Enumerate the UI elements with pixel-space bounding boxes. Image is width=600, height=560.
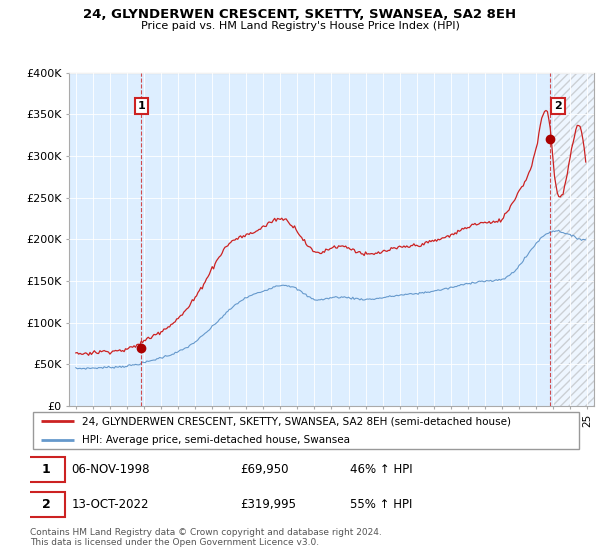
Text: 2: 2 [554,101,562,111]
Text: 2: 2 [41,498,50,511]
Text: 13-OCT-2022: 13-OCT-2022 [71,498,149,511]
Text: £69,950: £69,950 [240,463,288,476]
Text: 1: 1 [137,101,145,111]
Text: HPI: Average price, semi-detached house, Swansea: HPI: Average price, semi-detached house,… [82,435,350,445]
Text: 46% ↑ HPI: 46% ↑ HPI [350,463,413,476]
Text: Contains HM Land Registry data © Crown copyright and database right 2024.
This d: Contains HM Land Registry data © Crown c… [30,528,382,547]
Text: 24, GLYNDERWEN CRESCENT, SKETTY, SWANSEA, SA2 8EH (semi-detached house): 24, GLYNDERWEN CRESCENT, SKETTY, SWANSEA… [82,417,511,426]
Text: 06-NOV-1998: 06-NOV-1998 [71,463,150,476]
Text: 24, GLYNDERWEN CRESCENT, SKETTY, SWANSEA, SA2 8EH: 24, GLYNDERWEN CRESCENT, SKETTY, SWANSEA… [83,8,517,21]
Text: 1: 1 [41,463,50,476]
Bar [553,73,594,406]
FancyBboxPatch shape [27,492,65,517]
Text: Price paid vs. HM Land Registry's House Price Index (HPI): Price paid vs. HM Land Registry's House … [140,21,460,31]
Text: 55% ↑ HPI: 55% ↑ HPI [350,498,413,511]
FancyBboxPatch shape [27,457,65,483]
Text: £319,995: £319,995 [240,498,296,511]
FancyBboxPatch shape [33,413,578,449]
